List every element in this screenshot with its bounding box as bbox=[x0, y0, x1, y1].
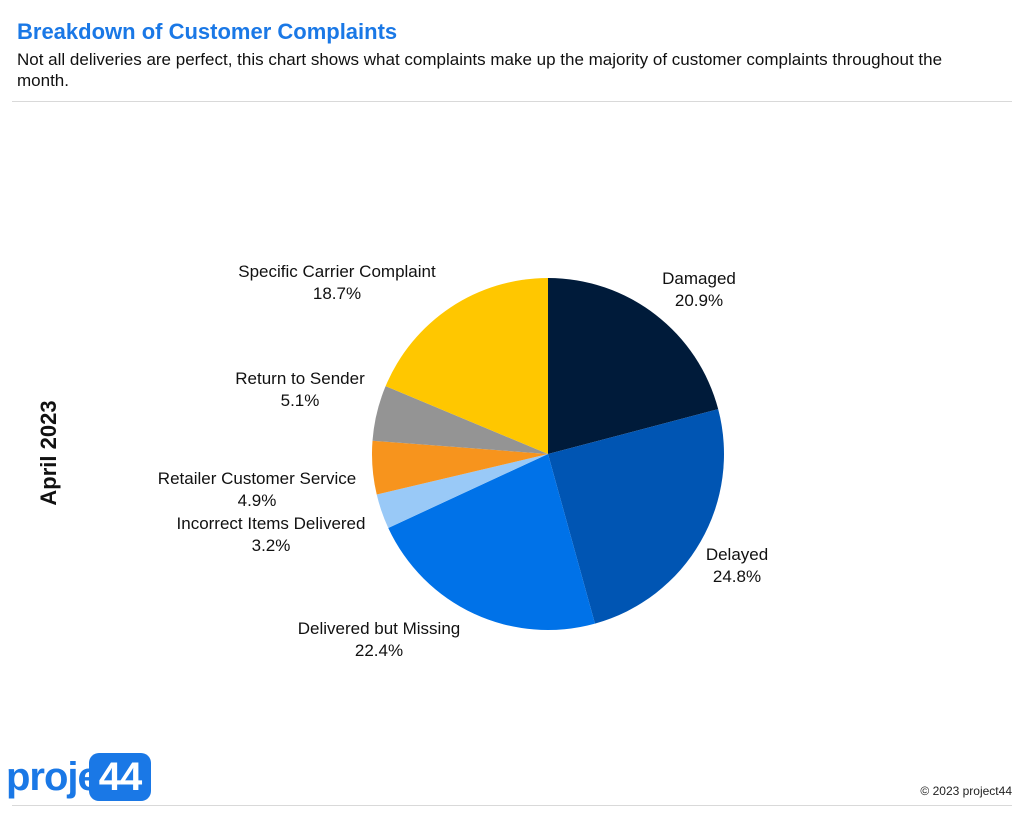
slice-label-retailer-customer-service: Retailer Customer Service 4.9% bbox=[158, 469, 356, 510]
chart-subtitle: Not all deliveries are perfect, this cha… bbox=[17, 50, 943, 90]
pie-slice-delayed bbox=[548, 409, 724, 624]
slice-label-delivered-but-missing: Delivered but Missing 22.4% bbox=[298, 619, 461, 660]
slice-label-delayed: Delayed 24.8% bbox=[706, 545, 768, 586]
slice-category: Damaged bbox=[662, 269, 736, 288]
pie-slice-damaged bbox=[548, 278, 719, 454]
slice-category: Delayed bbox=[706, 545, 768, 564]
slice-category: Return to Sender bbox=[235, 369, 365, 388]
slice-percent: 18.7% bbox=[313, 284, 361, 303]
pie-slice-specific-carrier-complaint bbox=[385, 278, 548, 454]
pie-slice-retailer-customer-service bbox=[371, 440, 548, 495]
slice-percent: 4.9% bbox=[238, 491, 277, 510]
slice-category: Delivered but Missing bbox=[298, 619, 461, 638]
slice-label-return-to-sender: Return to Sender 5.1% bbox=[235, 369, 365, 410]
slice-label-specific-carrier-complaint: Specific Carrier Complaint 18.7% bbox=[238, 262, 436, 303]
footer-divider bbox=[12, 805, 1012, 806]
slice-label-incorrect-items-delivered: Incorrect Items Delivered 3.2% bbox=[177, 514, 366, 555]
pie-slice-delivered-but-missing bbox=[388, 454, 595, 631]
slice-label-damaged: Damaged 20.9% bbox=[662, 269, 736, 310]
slice-category: Retailer Customer Service bbox=[158, 469, 356, 488]
chart-title: Breakdown of Customer Complaints bbox=[17, 19, 398, 44]
pie-slice-return-to-sender bbox=[372, 386, 548, 454]
slice-percent: 3.2% bbox=[252, 536, 291, 555]
copyright-text: © 2023 project44 bbox=[920, 784, 1012, 798]
slice-category: Incorrect Items Delivered bbox=[177, 514, 366, 533]
slice-category: Specific Carrier Complaint bbox=[238, 262, 436, 281]
slice-percent: 5.1% bbox=[281, 391, 320, 410]
logo-badge: 44 bbox=[89, 753, 151, 801]
header-divider bbox=[12, 101, 1012, 102]
pie-slice-incorrect-items-delivered bbox=[376, 454, 548, 528]
slice-percent: 24.8% bbox=[713, 567, 761, 586]
slice-percent: 22.4% bbox=[355, 641, 403, 660]
slice-percent: 20.9% bbox=[675, 291, 723, 310]
